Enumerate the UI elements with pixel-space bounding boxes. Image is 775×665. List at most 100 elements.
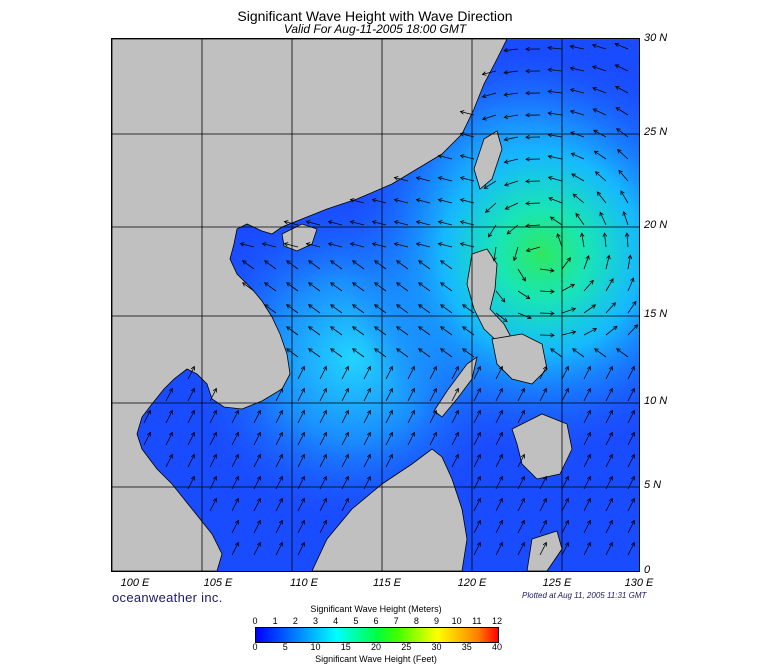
wave-arrow-head [608,519,613,525]
wave-arrow-head [547,154,553,160]
wave-arrow-head [476,365,481,371]
wave-arrow [275,388,283,402]
wave-arrow [605,366,613,380]
wave-arrow [319,454,327,468]
lon-label-105e: 105 E [203,577,233,589]
wave-arrow-head [234,475,239,481]
wave-arrow-head [278,541,283,547]
wave-arrow [482,70,497,75]
wave-arrow-head [300,475,305,481]
wave-arrow [517,454,525,468]
wave-arrow [570,67,585,72]
wave-arrow-head [571,348,577,353]
colorbar-title-meters: Significant Wave Height (Meters) [310,604,442,614]
wave-arrow [394,221,409,226]
wave-arrow [495,290,506,303]
wave-arrow-head [454,365,459,371]
wave-arrow [592,66,607,72]
wave-arrow [416,221,431,226]
wave-arrow-head [393,198,399,203]
wave-arrow [396,282,409,292]
wave-arrow-head [234,519,239,525]
wave-arrow [599,212,607,226]
wave-arrow [297,520,305,534]
wave-arrow [572,348,585,358]
wave-arrow-head [500,297,506,303]
wave-arrow [605,410,613,424]
wave-arrow [539,498,547,512]
wave-arrow-head [617,149,622,154]
wave-arrow [330,326,343,336]
wave-arrow-head [300,431,305,437]
wave-arrow-head [366,453,371,459]
wave-arrow [209,410,217,424]
valid-time-subtitle: Valid For Aug-11-2005 18:00 GMT [283,22,467,36]
wave-arrow-head [614,85,620,90]
wave-arrow-head [168,453,173,459]
wave-arrow [583,366,591,380]
wave-arrow [627,432,635,446]
wave-arrow-head [459,132,465,137]
wave-arrow [504,136,519,141]
wave-arrow [605,278,614,292]
wave-arrow [583,410,591,424]
wave-arrow-head [373,260,379,265]
wave-arrow [418,348,431,358]
wave-arrow [341,366,349,380]
wave-arrow [506,224,519,235]
wave-arrow-head [564,519,569,525]
wave-arrow-head [481,93,487,99]
wave-height-map[interactable] [111,38,640,572]
wave-arrow-head [481,116,487,121]
wave-arrow-head [168,387,173,393]
wave-arrow [473,454,481,468]
wave-arrow [593,108,607,116]
wave-arrow-head [630,453,635,459]
wave-arrow [143,432,151,446]
wave-arrow-head [415,176,421,181]
wave-arrow-head [498,387,503,393]
wave-arrow-head [459,176,465,181]
wave-arrow-head [212,387,217,393]
wave-arrow [187,410,195,424]
wave-arrow-head [484,208,490,213]
plotted-timestamp: Plotted at Aug 11, 2005 11:31 GMT [522,591,647,600]
wave-arrow [561,498,569,512]
wave-arrow-head [459,198,465,203]
wave-arrow [231,476,239,490]
wave-arrow-head [630,497,635,503]
wave-arrow [253,476,261,490]
wave-arrow-head [570,283,576,288]
wave-arrow-head [571,330,577,335]
wave-arrow-head [344,387,349,393]
wave-arrow [407,366,415,380]
wave-arrow-head [190,431,195,437]
wave-arrow-head [476,453,481,459]
wave-arrow-head [459,242,465,247]
wave-arrow [583,454,591,468]
wave-arrow-head [329,282,335,287]
wave-arrow-head [437,220,443,225]
wave-arrow [473,498,481,512]
wave-arrow [209,476,217,490]
colorbar-meter-tick: 2 [292,616,298,626]
wave-arrow [539,290,555,293]
wave-arrow-head [525,46,530,52]
wave-arrow-head [344,453,349,459]
wave-arrow-head [349,220,355,225]
wave-arrow [570,89,585,94]
wave-arrow-head [542,387,547,393]
wave-arrow-head [256,409,261,415]
wave-arrow [374,348,387,358]
wave-arrow-head [146,409,151,415]
wave-arrow-head [366,475,371,481]
wave-arrow [504,158,519,163]
wave-arrow [627,388,635,402]
wave-arrow [330,260,343,270]
wave-arrow [583,520,591,534]
wave-arrow [583,432,591,446]
wave-arrow-head [459,154,465,159]
wave-arrow-head [190,409,195,415]
wave-arrow-head [300,453,305,459]
wave-arrow [319,388,327,402]
